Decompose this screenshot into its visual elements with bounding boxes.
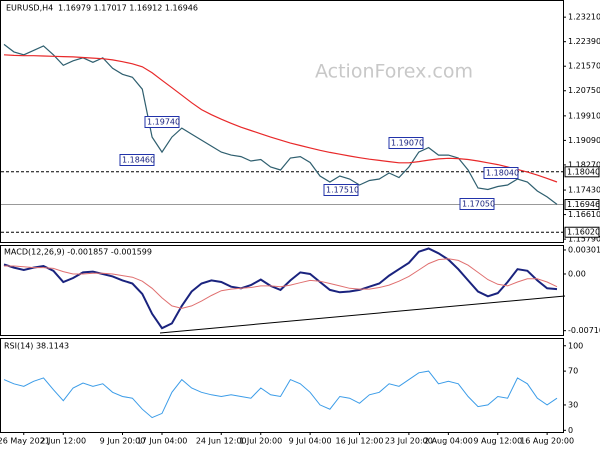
- y-tick-label: 0: [568, 426, 573, 435]
- x-tick-label: 23 Jul 20:00: [385, 437, 433, 446]
- y-tick-label: -0.007109: [568, 326, 600, 335]
- macd-title: MACD(12,26,9) -0.001857 -0.001599: [4, 248, 152, 257]
- annotation-box: [459, 198, 495, 210]
- y-tick-label: 0.00: [568, 269, 586, 278]
- rsi-title: RSI(14) 38.1143: [4, 342, 69, 351]
- annotation-box: [119, 154, 155, 166]
- annotation: 1.18460: [122, 156, 155, 165]
- rsi-panel: [0, 338, 564, 433]
- series-line: [4, 258, 558, 309]
- y-tick-label: 1.21570: [568, 62, 600, 71]
- level-box: [564, 166, 600, 178]
- y-tick-label: 1.15790: [568, 235, 600, 244]
- x-tick-label: 1 Jul 20:00: [239, 437, 282, 446]
- trend-line: [159, 295, 566, 334]
- annotation-box: [144, 116, 180, 128]
- y-tick-label: 1.17430: [568, 186, 600, 195]
- annotation: 1.17050: [462, 200, 495, 209]
- y-tick-label: 1.22390: [568, 37, 600, 46]
- annotation: 1.19070: [391, 139, 424, 148]
- level-box: [564, 199, 600, 211]
- chart-title: EURUSD,H4: [6, 4, 53, 13]
- annotation: 1.18040: [486, 169, 519, 178]
- series-line: [3, 43, 558, 205]
- x-tick-label: 9 Aug 12:00: [473, 437, 522, 446]
- x-tick-label: 2 Jun 12:00: [40, 437, 86, 446]
- y-tick-label: 100: [568, 341, 583, 350]
- level-label: 1.18040: [567, 167, 600, 176]
- x-tick-label: 9 Jun 20:00: [100, 437, 146, 446]
- y-tick-label: 30: [568, 400, 578, 409]
- annotation-box: [483, 167, 519, 179]
- annotation-box: [323, 184, 359, 196]
- x-tick-label: 26 May 2021: [0, 437, 50, 446]
- chart-subtitle: 1.16979 1.17017 1.16912 1.16946: [58, 4, 198, 13]
- macd-panel: [0, 245, 564, 336]
- x-tick-label: 17 Jun 04:00: [137, 437, 188, 446]
- y-tick-label: 70: [568, 367, 578, 376]
- annotation-box: [388, 137, 424, 149]
- series-line: [3, 247, 558, 330]
- price-panel: [0, 0, 564, 243]
- level-label: 1.16946: [567, 200, 600, 209]
- y-tick-label: 1.18270: [568, 160, 600, 169]
- x-tick-label: 24 Jun 12:00: [196, 437, 247, 446]
- x-tick-label: 9 Jul 04:00: [289, 437, 332, 446]
- y-tick-label: 1.19090: [568, 136, 600, 145]
- level-label: 1.16020: [567, 228, 600, 237]
- y-tick-label: 0.003012: [568, 245, 600, 254]
- series-line: [3, 370, 558, 419]
- y-tick-label: 1.16610: [568, 210, 600, 219]
- y-tick-label: 1.23210: [568, 13, 600, 22]
- x-tick-label: 16 Jul 12:00: [336, 437, 384, 446]
- x-tick-label: 16 Aug 20:00: [520, 437, 574, 446]
- x-tick-label: 2 Aug 04:00: [424, 437, 473, 446]
- y-tick-label: 1.20750: [568, 86, 600, 95]
- level-box: [564, 226, 600, 238]
- series-line: [3, 54, 558, 183]
- watermark: ActionForex.com: [315, 61, 473, 83]
- y-tick-label: 1.19910: [568, 111, 600, 120]
- annotation: 1.19740: [147, 118, 180, 127]
- annotation: 1.17510: [326, 186, 359, 195]
